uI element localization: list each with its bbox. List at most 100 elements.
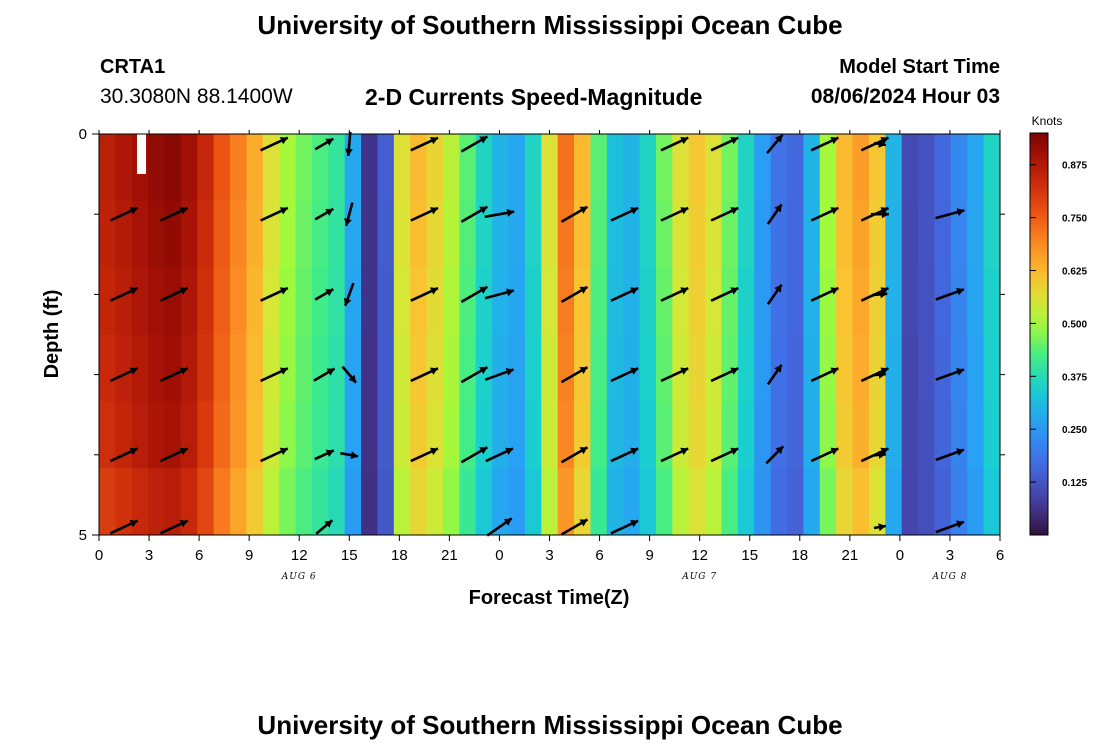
heatmap-cell bbox=[655, 468, 673, 535]
heatmap-cell bbox=[688, 267, 706, 336]
heatmap-cell bbox=[180, 267, 198, 336]
vector-head bbox=[129, 367, 138, 375]
heatmap-cell bbox=[295, 134, 313, 202]
vector-head bbox=[505, 368, 514, 376]
heatmap-cell bbox=[901, 401, 919, 469]
heatmap-cell bbox=[246, 401, 264, 469]
heatmap-cell bbox=[623, 134, 641, 202]
current-vector bbox=[159, 286, 189, 302]
heatmap-cell bbox=[721, 401, 739, 469]
heatmap-cell bbox=[541, 200, 559, 269]
current-vector bbox=[159, 519, 189, 535]
current-vector bbox=[560, 518, 589, 536]
heatmap-cell bbox=[950, 334, 968, 402]
heatmap-cell bbox=[361, 334, 379, 402]
vector-head bbox=[429, 447, 438, 455]
current-vector bbox=[343, 282, 355, 307]
heatmap-cell bbox=[541, 267, 559, 336]
vector-head bbox=[630, 447, 639, 455]
heatmap-cell bbox=[180, 134, 198, 202]
heatmap-cell bbox=[524, 134, 542, 202]
colorbar-gradient bbox=[1029, 132, 1049, 536]
heatmap-cell bbox=[557, 200, 575, 269]
heatmap-cell bbox=[459, 267, 477, 336]
heatmap-cell bbox=[852, 468, 870, 535]
x-tick-label: 0 bbox=[495, 547, 503, 564]
current-vector bbox=[260, 136, 289, 152]
heatmap-cell bbox=[492, 267, 510, 336]
heatmap-cell bbox=[115, 200, 133, 269]
heatmap-cell bbox=[246, 134, 264, 202]
current-vector bbox=[660, 206, 689, 222]
vector-head bbox=[956, 448, 964, 456]
heatmap-cell bbox=[803, 200, 821, 269]
x-tick-label: 9 bbox=[245, 547, 253, 564]
y-axis-title: Depth (ft) bbox=[41, 290, 63, 379]
vector-head bbox=[956, 368, 964, 376]
heatmap-cell bbox=[606, 334, 624, 402]
date-label: AUG 8 bbox=[932, 572, 968, 582]
current-vector bbox=[484, 288, 515, 300]
heatmap-cell bbox=[754, 200, 772, 269]
vector-head bbox=[775, 446, 784, 455]
heatmap-cell bbox=[639, 401, 657, 469]
heatmap-cell bbox=[787, 267, 805, 336]
current-vector bbox=[260, 447, 289, 463]
heatmap-cell bbox=[737, 468, 755, 535]
heatmap-cell bbox=[639, 334, 657, 402]
heatmap-cell bbox=[770, 267, 788, 336]
vector-head bbox=[579, 447, 588, 455]
vector-head bbox=[830, 207, 839, 215]
current-vector bbox=[810, 136, 839, 152]
heatmap-cell bbox=[787, 134, 805, 202]
current-vector bbox=[766, 364, 783, 386]
heatmap-cell bbox=[230, 468, 248, 535]
heatmap-cell bbox=[524, 334, 542, 402]
current-vector bbox=[810, 286, 839, 302]
heatmap-cell bbox=[99, 200, 116, 269]
heatmap-cell bbox=[836, 134, 854, 202]
heatmap-cell bbox=[262, 401, 280, 469]
colorbar-tick-label: 0.625 bbox=[1062, 267, 1087, 278]
heatmap-cell bbox=[475, 134, 493, 202]
heatmap-cell bbox=[393, 200, 411, 269]
heatmap-cell bbox=[524, 267, 542, 336]
heatmap-cell bbox=[885, 468, 903, 535]
heatmap-cell bbox=[377, 267, 395, 336]
heatmap-cell bbox=[492, 200, 510, 269]
vector-head bbox=[579, 286, 588, 294]
heatmap-cell bbox=[672, 401, 690, 469]
vector-head bbox=[730, 367, 739, 375]
x-axis-title: Forecast Time(Z) bbox=[469, 587, 630, 609]
heatmap-cell bbox=[819, 401, 837, 469]
heatmap-cell bbox=[819, 200, 837, 269]
current-vector bbox=[460, 285, 489, 304]
heatmap-cell bbox=[410, 200, 428, 269]
current-vector bbox=[710, 367, 739, 383]
current-vector bbox=[314, 287, 334, 301]
heatmap-cell bbox=[754, 468, 772, 535]
heatmap-cell bbox=[361, 267, 379, 336]
date-label: AUG 7 bbox=[681, 572, 717, 582]
heatmap-cell bbox=[721, 468, 739, 535]
heatmap-cell bbox=[311, 200, 329, 269]
vector-head bbox=[956, 520, 964, 528]
heatmap-cell bbox=[213, 134, 231, 202]
current-vector bbox=[260, 206, 289, 222]
current-vector bbox=[935, 368, 965, 381]
heatmap-cell bbox=[361, 134, 379, 202]
heatmap-cell bbox=[983, 200, 1000, 269]
heatmap-cell bbox=[688, 200, 706, 269]
heatmap-cell bbox=[852, 334, 870, 402]
heatmap-cell bbox=[836, 267, 854, 336]
current-vector bbox=[560, 365, 589, 384]
heatmap-cell bbox=[459, 334, 477, 402]
heatmap-cell bbox=[541, 401, 559, 469]
vector-head bbox=[774, 134, 783, 143]
heatmap-cell bbox=[852, 200, 870, 269]
heatmap-cell bbox=[492, 334, 510, 402]
heatmap-cell bbox=[148, 200, 166, 269]
heatmap-cell bbox=[443, 267, 460, 336]
heatmap-cell bbox=[99, 468, 116, 535]
current-vector bbox=[315, 519, 334, 535]
